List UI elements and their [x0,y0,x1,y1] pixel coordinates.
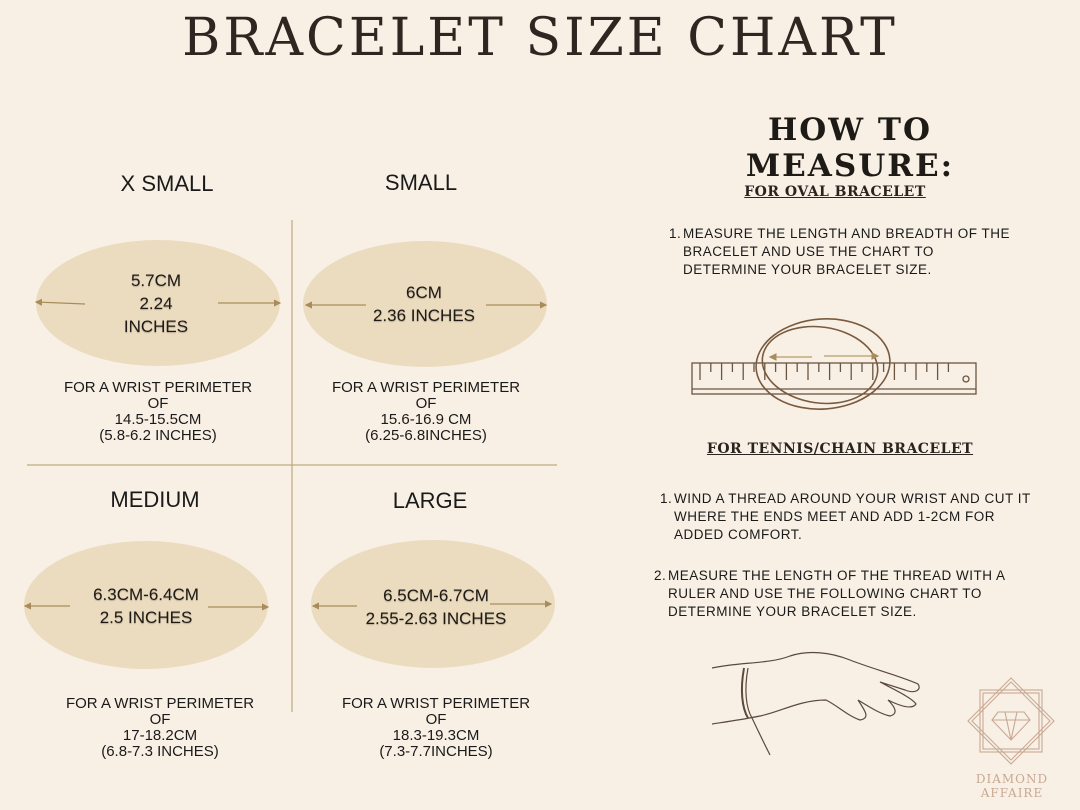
inch-unit: INCHES [123,317,189,336]
size-title-small: SMALL [384,170,458,195]
step-number: 1. [669,226,682,241]
oval-label-small: 6CM 2.36 INCHES [324,281,524,327]
step-number: 1. [660,491,673,506]
perimeter-line: FOR A WRIST PERIMETER [341,695,531,712]
oval-small [303,241,547,367]
perimeter-line: FOR A WRIST PERIMETER [65,695,255,712]
page-title: BRACELET SIZE CHART [182,8,898,68]
inch-value: 2.55-2.63 INCHES [365,609,507,628]
perimeter-line: OF [425,711,447,728]
hand-illustration [711,651,920,756]
perimeter-line: 14.5-15.5CM [114,411,202,428]
step-text: MEASURE THE LENGTH AND BREADTH OF THE BR… [683,226,1011,277]
size-title-large: LARGE [392,488,468,513]
cm-value: 6CM [406,283,442,302]
ruler-illustration [691,318,977,410]
perimeter-line: FOR A WRIST PERIMETER [331,379,521,396]
oval-large [311,540,555,668]
perimeter-line: (5.8-6.2 INCHES) [99,427,217,444]
tennis-step-1: 1. WIND A THREAD AROUND YOUR WRIST AND C… [660,490,1035,544]
oval-step-1: 1. MEASURE THE LENGTH AND BREADTH OF THE… [669,225,1014,279]
logo-text: DIAMOND AFFAIRE [962,772,1062,800]
perimeter-line: (7.3-7.7INCHES) [379,743,493,760]
logo-line: AFFAIRE [980,786,1044,800]
oval-label-large: 6.5CM-6.7CM 2.55-2.63 INCHES [341,584,531,630]
perimeter-line: 17-18.2CM [122,727,198,744]
tennis-step-2: 2. MEASURE THE LENGTH OF THE THREAD WITH… [654,567,1024,621]
perimeter-small: FOR A WRIST PERIMETER OF 15.6-16.9 CM (6… [296,380,556,444]
inch-value: 2.5 INCHES [99,608,193,627]
diamond-affaire-logo [967,677,1055,765]
cm-value: 6.3CM-6.4CM [93,585,199,604]
oval-label-medium: 6.3CM-6.4CM 2.5 INCHES [46,583,246,629]
step-text: WIND A THREAD AROUND YOUR WRIST AND CUT … [674,491,1031,542]
perimeter-medium: FOR A WRIST PERIMETER OF 17-18.2CM (6.8-… [30,696,290,760]
perimeter-line: (6.8-7.3 INCHES) [101,743,219,760]
measure-arrows [23,298,553,611]
perimeter-line: OF [415,395,437,412]
perimeter-line: OF [149,711,171,728]
perimeter-line: (6.25-6.8INCHES) [365,427,487,444]
logo-line: DIAMOND [975,772,1049,786]
tennis-bracelet-heading: FOR TENNIS/CHAIN BRACELET [706,441,974,457]
inch-value: 2.36 INCHES [372,306,476,325]
perimeter-line: 15.6-16.9 CM [380,411,472,428]
step-text: MEASURE THE LENGTH OF THE THREAD WITH A … [668,568,1005,619]
perimeter-line: OF [147,395,169,412]
inch-value: 2.24 [139,294,173,313]
cm-value: 5.7CM [130,271,182,290]
oval-label-xsmall: 5.7CM 2.24 INCHES [56,269,256,338]
how-to-heading: HOW TO MEASURE: [745,112,955,184]
perimeter-line: FOR A WRIST PERIMETER [63,379,253,396]
size-title-xsmall: X SMALL [120,171,214,196]
oval-xsmall [36,240,280,366]
perimeter-large: FOR A WRIST PERIMETER OF 18.3-19.3CM (7.… [306,696,566,760]
oval-bracelet-heading: FOR OVAL BRACELET [744,184,926,200]
size-title-medium: MEDIUM [110,487,200,512]
perimeter-xsmall: FOR A WRIST PERIMETER OF 14.5-15.5CM (5.… [28,380,288,444]
oval-medium [24,541,268,669]
step-number: 2. [654,568,667,583]
perimeter-line: 18.3-19.3CM [392,727,480,744]
cm-value: 6.5CM-6.7CM [383,586,489,605]
